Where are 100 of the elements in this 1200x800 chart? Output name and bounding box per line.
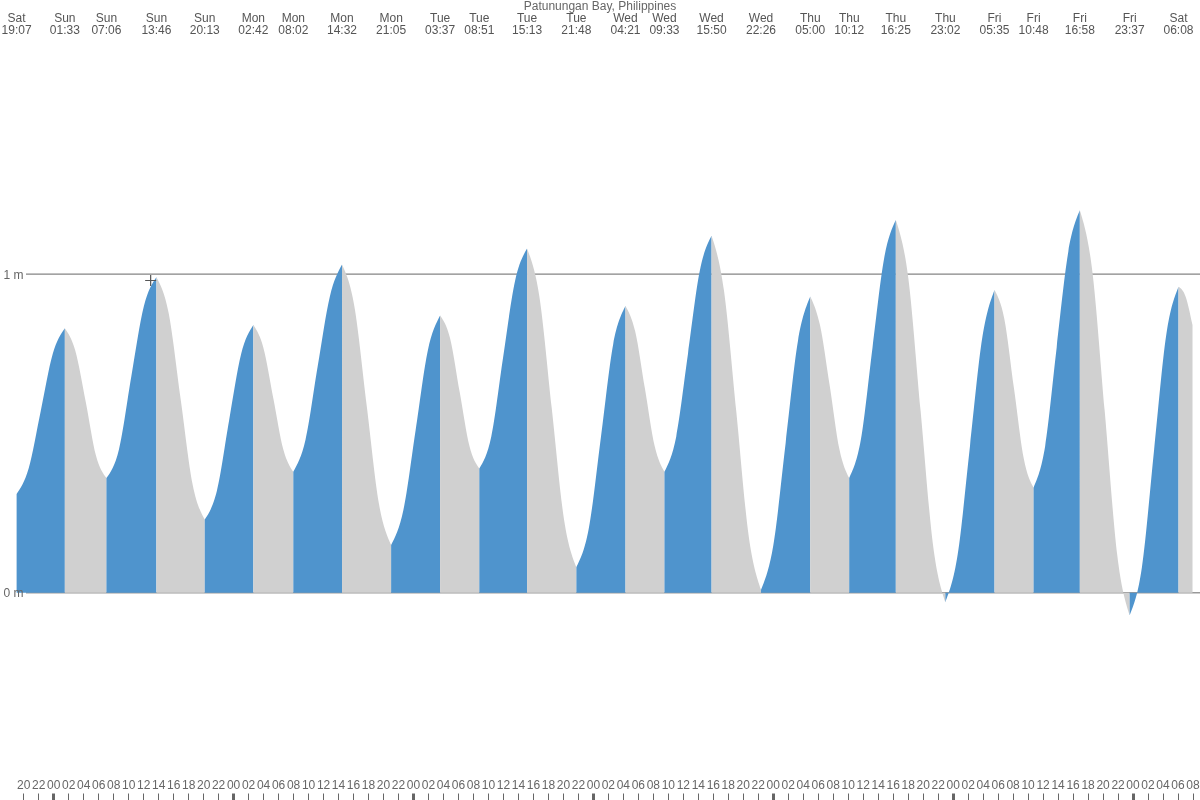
x-tick-label: 08 — [1186, 777, 1200, 792]
x-tick-label: 08 — [646, 777, 661, 792]
annotation: Tue 03:37 — [425, 11, 456, 37]
x-tick-label: 04 — [796, 777, 811, 792]
x-tick-label: 08 — [107, 777, 121, 792]
y-tick-label: 1 m — [3, 267, 24, 282]
annotation: Sat 06:08 — [1163, 11, 1194, 37]
x-tick-label: 10 — [841, 777, 856, 792]
x-tick-label: 20 — [916, 777, 931, 792]
annotation: Wed 22:26 — [746, 11, 777, 37]
x-tick-label: 12 — [496, 777, 511, 792]
annotation: Wed 15:50 — [696, 11, 727, 37]
x-tick-label: 02 — [62, 777, 76, 792]
x-tick-label: 22 — [571, 777, 586, 792]
x-tick-label: 08 — [466, 777, 481, 792]
x-tick-label: 08 — [286, 777, 301, 792]
x-tick-label: 00 — [1126, 777, 1141, 792]
x-tick-label: 08 — [826, 777, 841, 792]
x-tick-label: 18 — [901, 777, 916, 792]
x-tick-label: 02 — [241, 777, 256, 792]
annotation: Tue 15:13 — [512, 11, 543, 37]
x-tick-label: 00 — [766, 777, 781, 792]
x-tick-label: 04 — [976, 777, 991, 792]
annotation: Sun 13:46 — [141, 11, 172, 37]
annotation: Wed 09:33 — [649, 11, 680, 37]
annotation: Sun 01:33 — [49, 11, 81, 37]
annotation: Fri 23:37 — [1114, 11, 1146, 37]
annotation: Sun 07:06 — [91, 11, 122, 37]
x-tick-label: 20 — [376, 777, 391, 792]
x-tick-label: 10 — [301, 777, 316, 792]
x-tick-label: 14 — [331, 777, 346, 792]
x-tick-label: 16 — [886, 777, 901, 792]
x-tick-label: 00 — [406, 777, 421, 792]
x-tick-label: 18 — [181, 777, 196, 792]
x-tick-label: 00 — [226, 777, 241, 792]
x-tick-label: 20 — [1096, 777, 1111, 792]
x-tick-label: 22 — [751, 777, 766, 792]
annotation: Wed 04:21 — [610, 11, 641, 37]
x-tick-label: 08 — [1006, 777, 1021, 792]
x-tick-label: 06 — [811, 777, 826, 792]
chart-title: Patunungan Bay, Philippines — [523, 0, 677, 13]
x-tick-label: 14 — [151, 777, 166, 792]
x-tick-label: 06 — [1171, 777, 1186, 792]
x-tick-label: 02 — [601, 777, 616, 792]
annotation: Mon 14:32 — [327, 11, 358, 37]
x-tick-label: 16 — [346, 777, 361, 792]
x-tick-label: 00 — [47, 777, 61, 792]
x-tick-label: 12 — [676, 777, 691, 792]
x-tick-label: 04 — [616, 777, 631, 792]
annotation: Thu 23:02 — [930, 11, 961, 37]
x-tick-label: 12 — [316, 777, 331, 792]
x-tick-label: 20 — [196, 777, 211, 792]
x-tick-label: 04 — [436, 777, 451, 792]
annotation: Fri 05:35 — [979, 11, 1010, 37]
x-tick-label: 04 — [256, 777, 271, 792]
annotation: Sat 19:07 — [1, 11, 32, 37]
x-tick-label: 12 — [1036, 777, 1051, 792]
annotation: Thu 05:00 — [795, 11, 826, 37]
x-tick-label: 06 — [92, 777, 106, 792]
x-tick-label: 10 — [661, 777, 676, 792]
x-tick-label: 20 — [736, 777, 751, 792]
annotation: Thu 10:12 — [834, 11, 865, 37]
x-tick-label: 04 — [77, 777, 91, 792]
x-tick-label: 06 — [991, 777, 1006, 792]
annotation: Tue 21:48 — [561, 11, 592, 37]
x-tick-label: 10 — [1021, 777, 1036, 792]
x-tick-label: 20 — [556, 777, 571, 792]
annotation: Mon 21:05 — [376, 11, 407, 37]
x-tick-label: 18 — [1081, 777, 1096, 792]
x-tick-label: 10 — [121, 777, 136, 792]
x-tick-label: 14 — [1051, 777, 1066, 792]
x-tick-label: 00 — [946, 777, 961, 792]
annotation: Fri 10:48 — [1018, 11, 1049, 37]
annotation: Mon 02:42 — [238, 11, 269, 37]
x-tick-label: 18 — [721, 777, 736, 792]
x-tick-label: 06 — [631, 777, 646, 792]
x-tick-label: 20 — [17, 777, 31, 792]
x-tick-label: 12 — [136, 777, 151, 792]
x-tick-label: 10 — [481, 777, 496, 792]
x-tick-label: 16 — [1066, 777, 1081, 792]
annotation: Thu 16:25 — [880, 11, 912, 37]
x-tick-label: 22 — [32, 777, 46, 792]
x-tick-label: 22 — [391, 777, 406, 792]
x-tick-label: 02 — [781, 777, 796, 792]
x-tick-label: 22 — [1111, 777, 1126, 792]
annotation: Mon 08:02 — [278, 11, 309, 37]
annotation: Sun 20:13 — [189, 11, 221, 37]
x-tick-label: 16 — [526, 777, 541, 792]
annotation: Tue 08:51 — [464, 11, 495, 37]
x-tick-label: 00 — [586, 777, 601, 792]
x-tick-label: 02 — [961, 777, 976, 792]
annotation: Fri 16:58 — [1064, 11, 1096, 37]
x-tick-label: 04 — [1156, 777, 1171, 792]
x-tick-label: 14 — [511, 777, 526, 792]
x-tick-label: 14 — [691, 777, 706, 792]
x-tick-label: 14 — [871, 777, 886, 792]
x-tick-label: 22 — [931, 777, 946, 792]
x-tick-label: 22 — [211, 777, 226, 792]
x-tick-label: 18 — [361, 777, 376, 792]
x-tick-label: 18 — [541, 777, 556, 792]
